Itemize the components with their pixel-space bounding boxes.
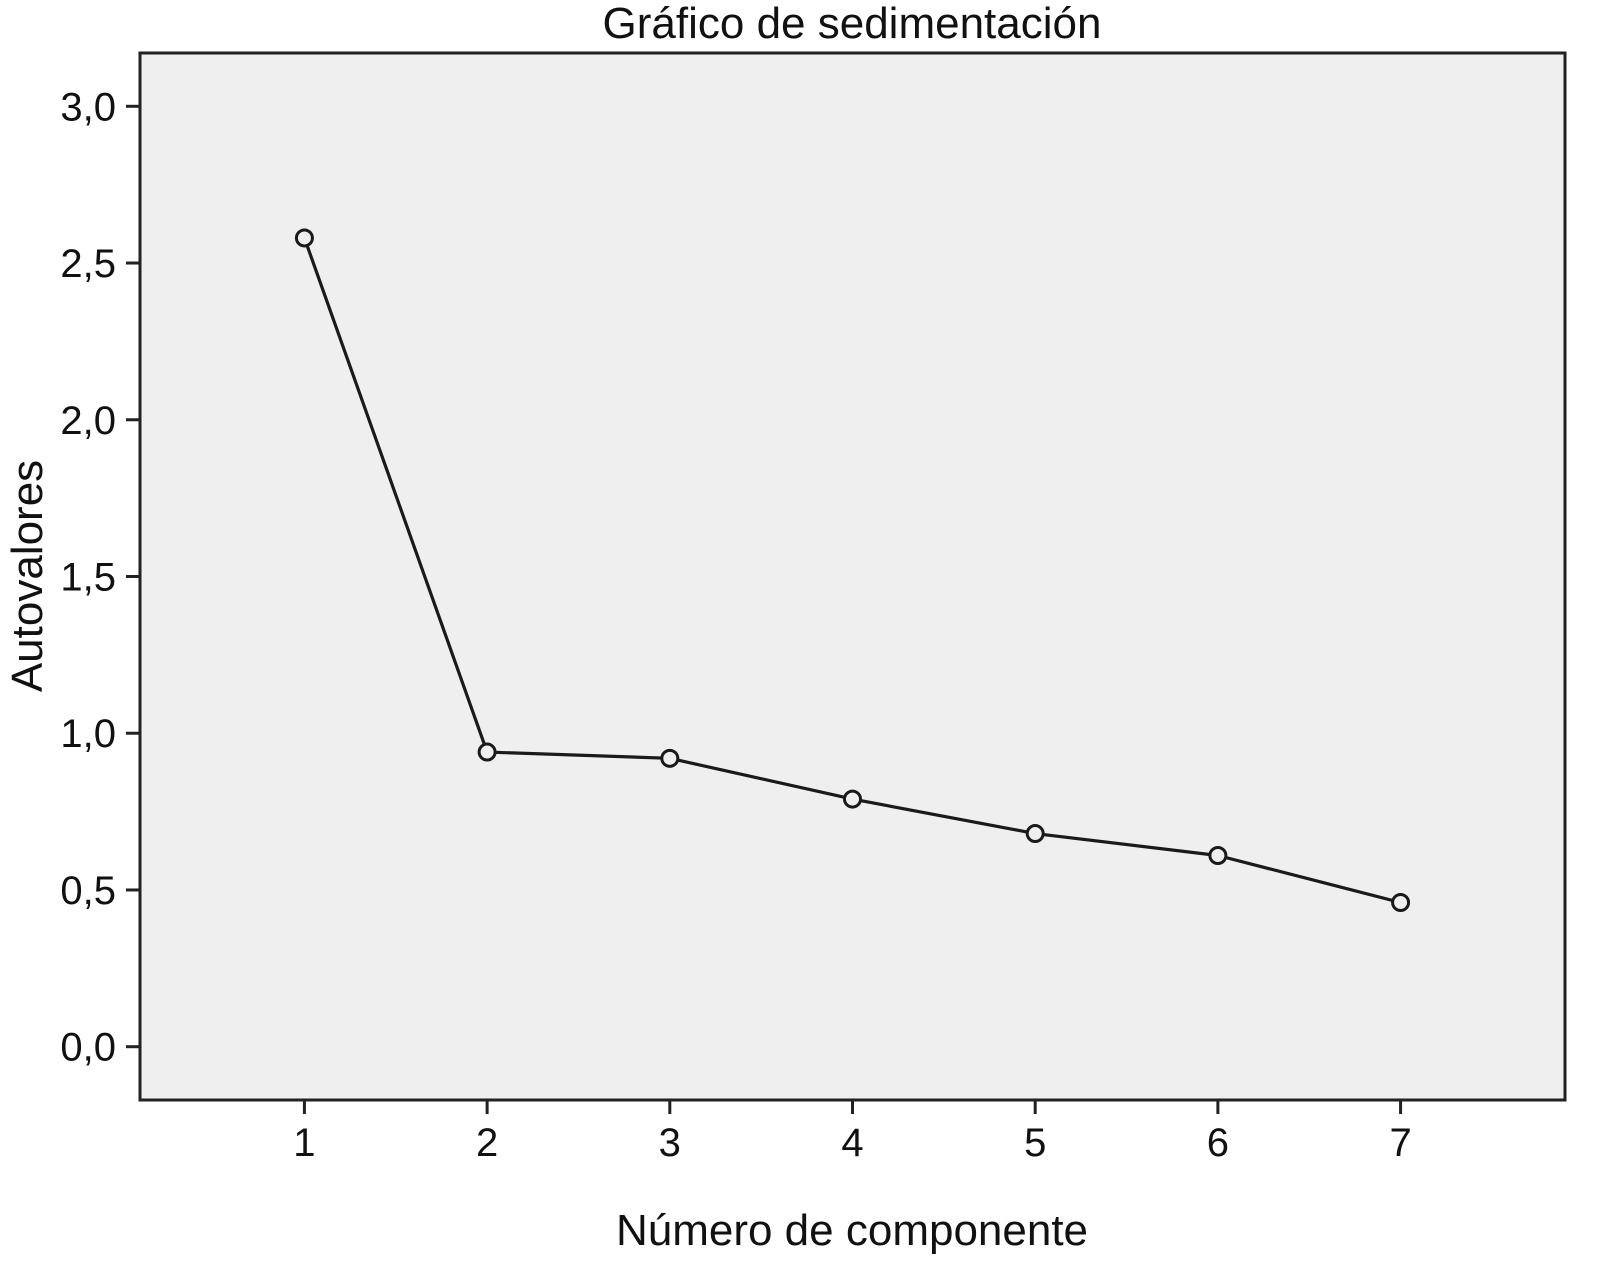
data-point	[477, 742, 497, 762]
y-tick-label: 3,0	[60, 85, 116, 129]
plot-area	[138, 51, 1567, 1102]
data-point	[294, 228, 314, 248]
data-point	[1208, 845, 1228, 865]
data-point	[660, 748, 680, 768]
y-tick-label: 2,5	[60, 242, 116, 286]
y-tick-label: 2,0	[60, 399, 116, 443]
y-tick-label: 1,0	[60, 712, 116, 756]
x-tick-label: 4	[841, 1121, 863, 1165]
series-layer	[294, 228, 1411, 913]
x-axis-title: Número de componente	[616, 1206, 1088, 1255]
x-tick-label: 6	[1207, 1121, 1229, 1165]
x-tick-label: 5	[1024, 1121, 1046, 1165]
x-tick-label: 1	[293, 1121, 315, 1165]
y-tick-label: 1,5	[60, 556, 116, 600]
data-point	[1025, 824, 1045, 844]
y-axis-title: Autovalores	[3, 460, 52, 692]
x-tick-label: 7	[1389, 1121, 1411, 1165]
data-point	[1391, 893, 1411, 913]
chart-title: Gráfico de sedimentación	[603, 0, 1102, 48]
y-tick-label: 0,5	[60, 869, 116, 913]
x-tick-label: 2	[476, 1121, 498, 1165]
y-axis: 0,0 0,5 1,0 1,5 2,0 2,5 3,0	[60, 85, 140, 1070]
x-axis: 1 2 3 4 5 6 7	[293, 1100, 1412, 1165]
y-tick-label: 0,0	[60, 1026, 116, 1070]
x-tick-label: 3	[659, 1121, 681, 1165]
data-point	[843, 789, 862, 809]
